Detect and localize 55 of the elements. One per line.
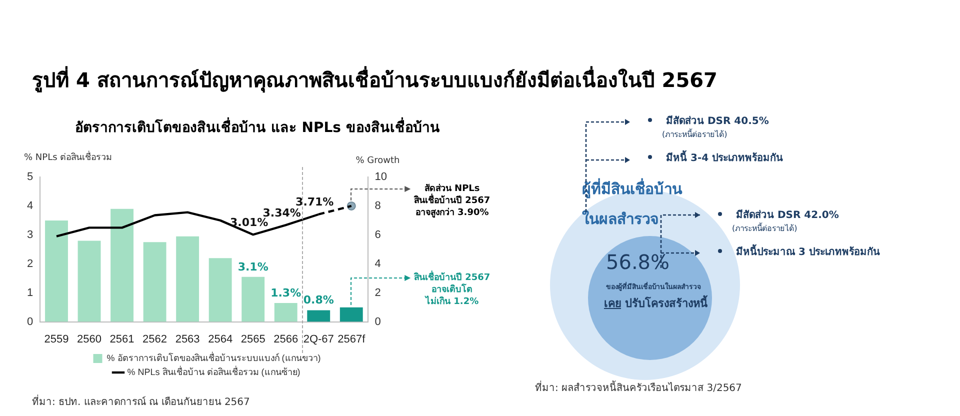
- y-tick-label: 0: [26, 316, 34, 328]
- bar: [242, 276, 265, 322]
- text: เคย ปรับโครงสร้างหนี้: [604, 294, 708, 312]
- x-tick-label: 2564: [208, 333, 233, 346]
- text: ที่มา: ผลสำรวจหนี้สินครัวเรือนไตรมาส 3/2567: [535, 380, 742, 395]
- chart-subtitle: อัตราการเติบโตของสินเชื่อบ้าน และ NPLs ของสินเชื่อบ้าน: [75, 116, 440, 138]
- text: (ภาระหนี้ต่อรายได้): [662, 128, 728, 141]
- bar: [143, 242, 166, 322]
- bar: [340, 307, 363, 322]
- y-axis-title: % NPLs ต่อสินเชื่อรวม: [24, 151, 112, 165]
- legend-label: % อัตราการเติบโตของสินเชื่อบ้านระบบแบงก์ (แกนขวา): [106, 350, 321, 363]
- x-tick-label: 2566: [274, 333, 298, 346]
- data-label: 0.8%: [303, 294, 334, 307]
- y2-tick-label: 10: [374, 171, 388, 184]
- bar: [78, 240, 101, 322]
- x-tick-label: 2559: [44, 333, 69, 346]
- y-tick-label: 1: [26, 286, 34, 299]
- text: ที่มา: ธปท. และคาดการณ์ ณ เดือนกันยายน 2567: [32, 394, 250, 409]
- data-label: 3.71%: [296, 196, 334, 209]
- y2-tick-label: 2: [374, 286, 381, 299]
- text: ผู้ที่มีสินเชื่อบ้าน ในผลสำรวจ: [582, 177, 682, 230]
- y2-axis-title: % Growth: [356, 156, 400, 166]
- bar: [208, 258, 232, 322]
- text: มีหนี้ประมาณ 3 ประเภทพร้อมกัน: [736, 244, 880, 259]
- chart-title: รูปที่ 4 สถานการณ์ปัญหาคุณภาพสินเชื่อบ้านระบบแบงก์ยังมีต่อเนื่องในปี 2567: [32, 65, 718, 95]
- x-tick-label: 2567f: [338, 333, 366, 346]
- y-tick-label: 5: [26, 171, 34, 184]
- y2-tick-label: 8: [374, 200, 381, 212]
- text: มีสัดส่วน DSR 42.0%: [736, 208, 839, 222]
- x-tick-label: 2562: [142, 333, 168, 346]
- x-tick-label: 2Q-67: [303, 333, 334, 346]
- text: มีสัดส่วน DSR 40.5%: [666, 114, 769, 128]
- y-tick-label: 4: [26, 200, 34, 212]
- y-tick-label: 3: [26, 228, 34, 241]
- text: 56.8%: [606, 250, 670, 274]
- legend-label: % NPLs สินเชื่อบ้าน ต่อสินเชื่อรวม (แกนซ้าย): [127, 364, 300, 377]
- x-tick-label: 2565: [240, 333, 266, 346]
- y2-tick-label: 0: [374, 316, 381, 328]
- bar: [274, 302, 298, 322]
- data-label: 3.1%: [238, 260, 268, 274]
- x-tick-label: 2560: [77, 333, 102, 346]
- y2-tick-label: 6: [374, 228, 381, 241]
- text: (ภาระหนี้ต่อรายได้): [732, 222, 798, 235]
- bar: [176, 236, 200, 322]
- bar: [45, 220, 68, 322]
- bar: [110, 208, 134, 322]
- text: มีหนี้ 3-4 ประเภทพร้อมกัน: [666, 150, 784, 165]
- x-tick-label: 2563: [175, 333, 200, 346]
- y2-tick-label: 4: [374, 258, 381, 270]
- text: สัดส่วน NPLs สินเชื่อบ้านปี 2567 อาจสูงกว่า 3.90%: [414, 182, 490, 219]
- x-tick-label: 2561: [110, 333, 134, 346]
- text: สินเชื่อบ้านปี 2567 อาจเติบโต ไม่เกิน 1.2%: [414, 272, 490, 308]
- bar: [307, 310, 330, 322]
- data-label: 1.3%: [270, 286, 302, 300]
- y-tick-label: 2: [26, 258, 34, 270]
